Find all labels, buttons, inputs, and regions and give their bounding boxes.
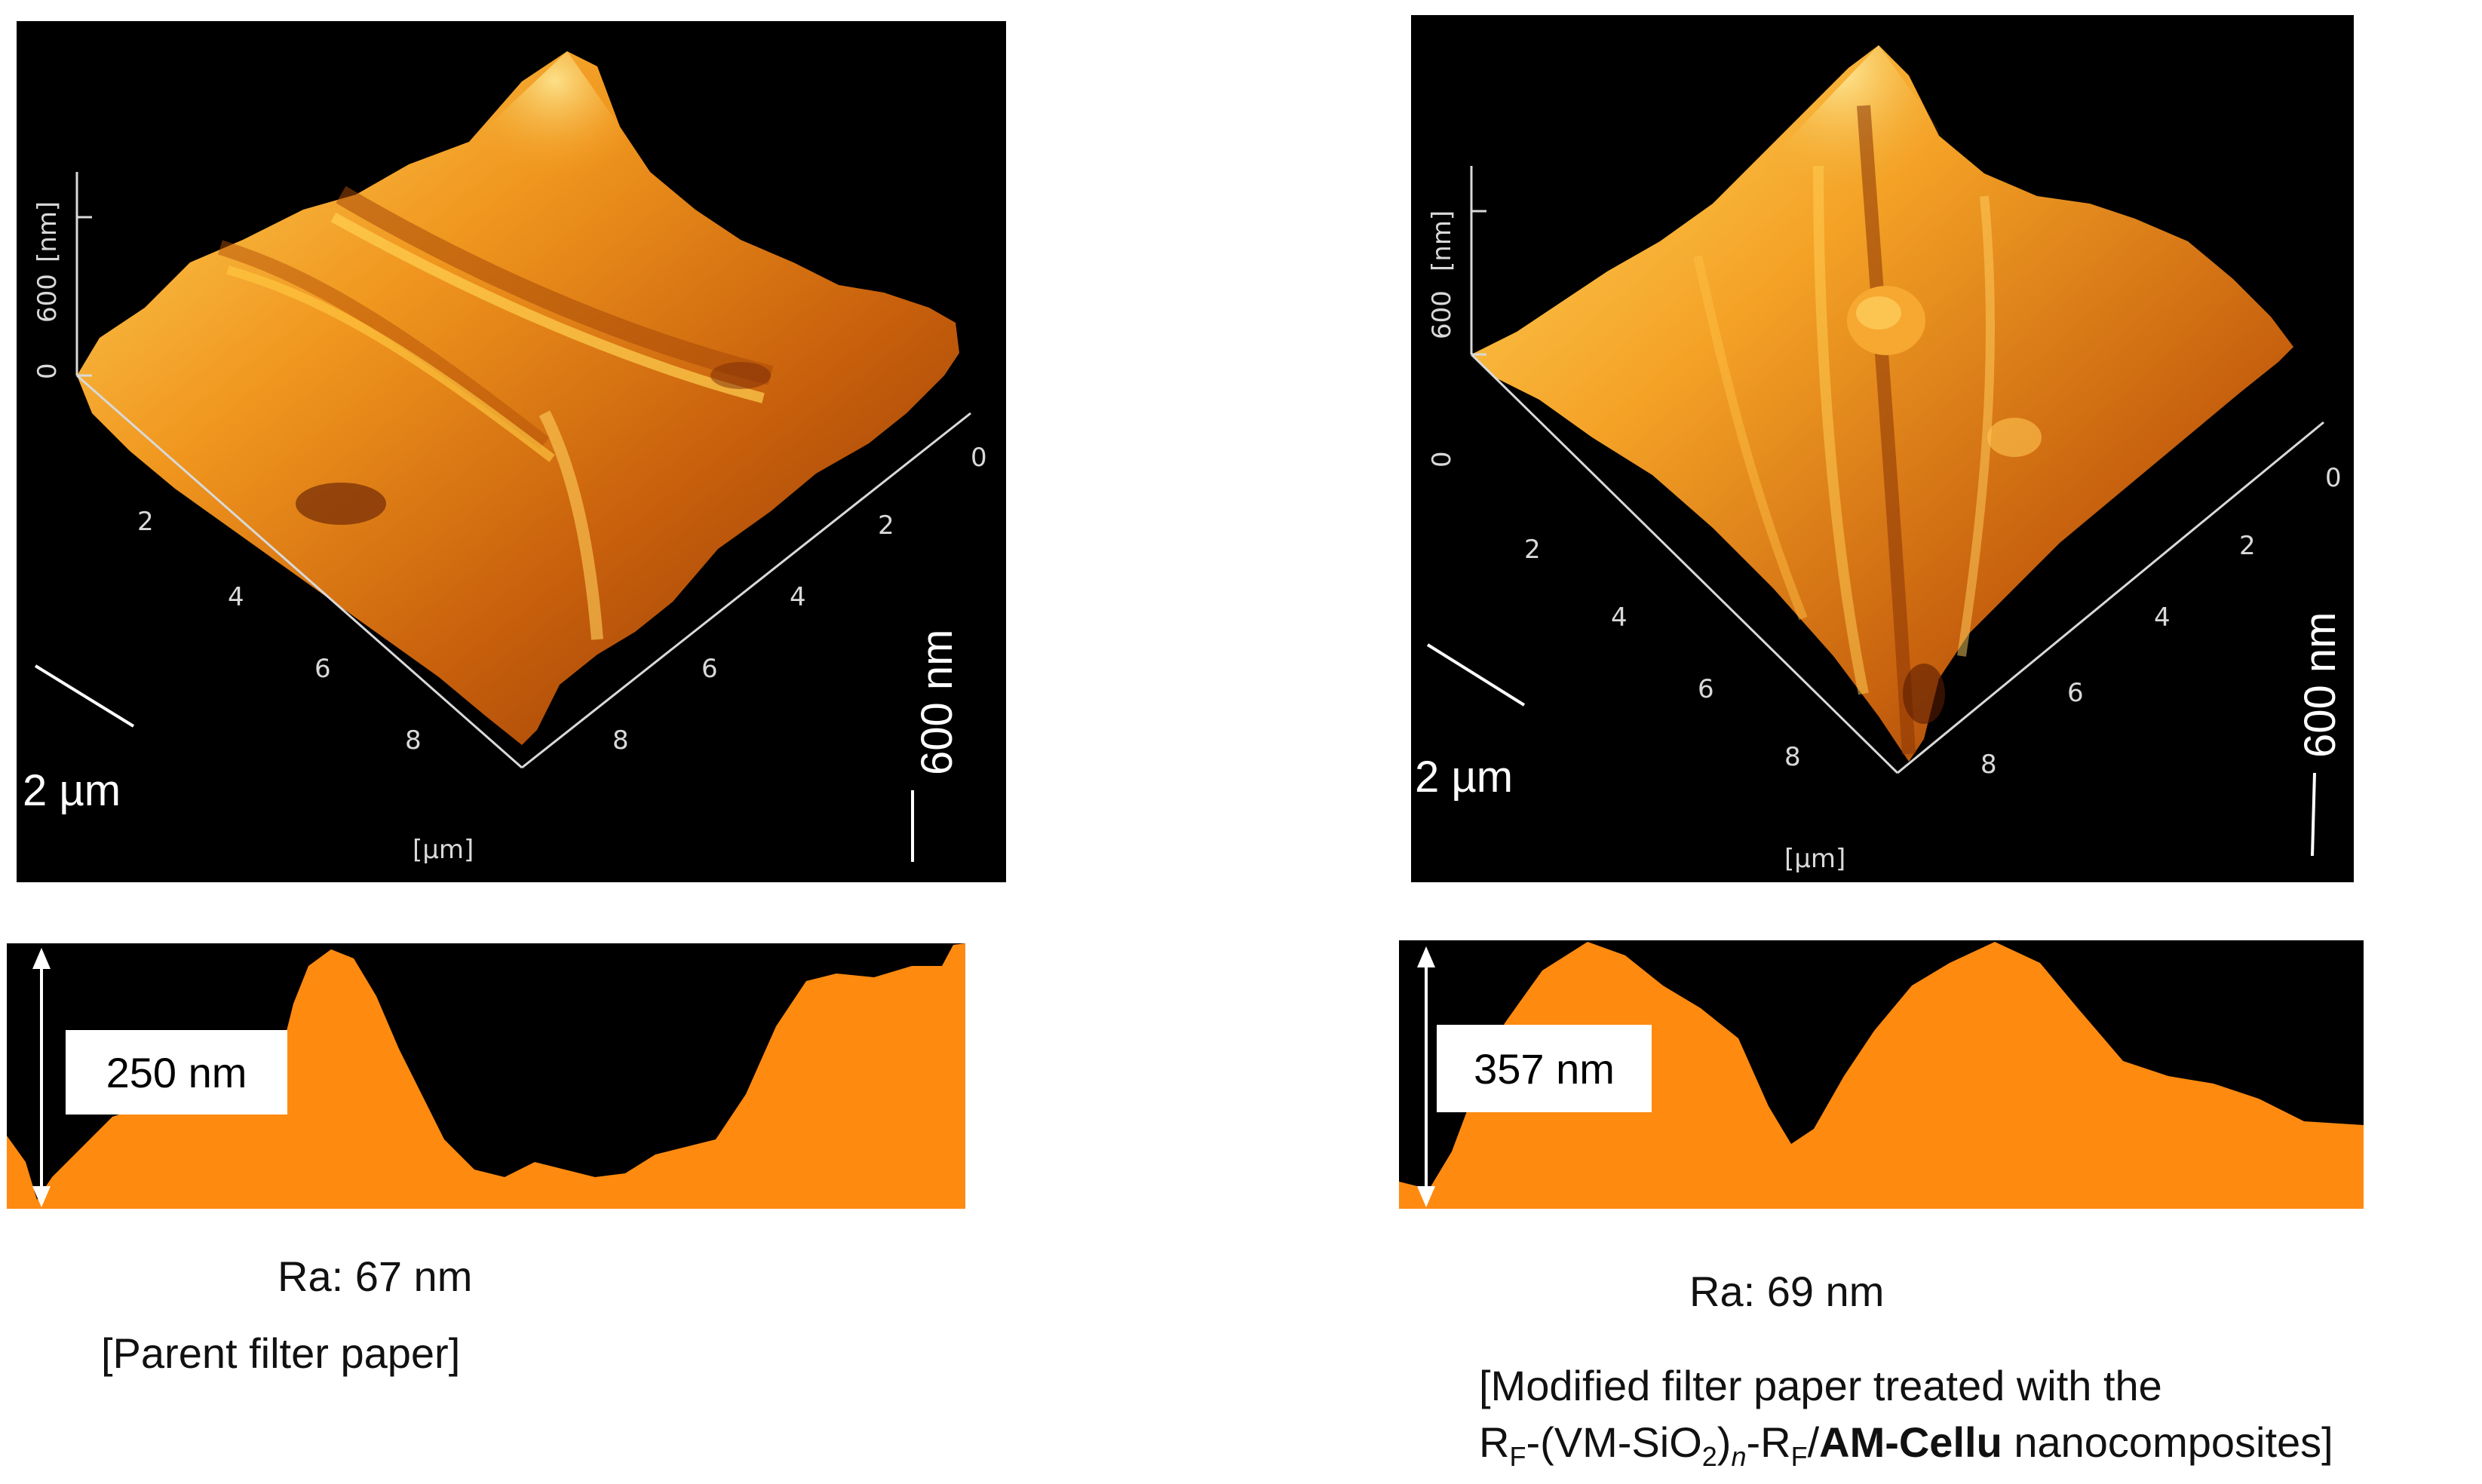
y-tick-4-left: 4: [790, 582, 806, 612]
z-scale-text-right: 600 nm: [2296, 612, 2345, 758]
xy-unit-left: [µm]: [413, 835, 474, 865]
height-label-right: 357 nm: [1437, 1025, 1652, 1112]
x-tick-2-left: 2: [137, 507, 154, 537]
x-tick-8-right: 8: [1784, 742, 1801, 772]
y-tick-0-left: 0: [971, 443, 987, 473]
z-tick-0-left: 0: [32, 363, 63, 379]
x-tick-6-right: 6: [1698, 674, 1714, 704]
xy-scale-text-right: 2 µm: [1415, 753, 1513, 802]
y-tick-2-right: 2: [2239, 531, 2256, 561]
y-tick-4-right: 4: [2154, 602, 2171, 633]
height-profile-left: 250 nm: [7, 943, 965, 1209]
xy-scale-bar-left: [34, 664, 135, 728]
xy-unit-right: [µm]: [1784, 844, 1845, 874]
z-tick-600-left: 600: [32, 274, 63, 323]
y-tick-8-right: 8: [1980, 750, 1997, 780]
z-unit-right: [nm]: [1427, 210, 1457, 271]
x-tick-6-left: 6: [314, 654, 331, 684]
x-tick-8-left: 8: [405, 725, 422, 756]
z-scale-bar-right: [2311, 772, 2316, 857]
height-profile-right: 357 nm: [1399, 940, 2364, 1209]
profile-fill-left: [7, 943, 965, 1209]
ra-label-right: Ra: 69 nm: [1689, 1268, 1885, 1315]
xy-scale-bar-right: [1426, 643, 1526, 707]
caption-left: [Parent filter paper]: [101, 1329, 461, 1377]
ra-label-left: Ra: 67 nm: [278, 1253, 473, 1300]
afm-3d-image-left: 0 600 [nm] 2 4 6 8 0 2 4 6 8 [µm] 2 µm 6…: [17, 21, 1006, 882]
afm-3d-image-right: 0 600 [nm] 2 4 6 8 0 2 4 6 8 [µm] 2 µm 6…: [1411, 15, 2354, 882]
height-label-left: 250 nm: [66, 1030, 287, 1115]
caption-right-line2: RF-(VM-SiO2)n-RF/AM-Cellu nanocomposites…: [1479, 1418, 2333, 1473]
y-tick-0-right: 0: [2325, 463, 2342, 493]
afm-surface-left: [77, 51, 959, 745]
y-tick-6-left: 6: [701, 654, 718, 684]
z-tick-600-right: 600: [1427, 290, 1457, 339]
x-tick-2-right: 2: [1524, 535, 1541, 565]
z-tick-0-right: 0: [1427, 451, 1457, 468]
y-tick-6-right: 6: [2067, 678, 2084, 708]
z-scale-text-left: 600 nm: [913, 630, 962, 775]
caption-right-line1: [Modified filter paper treated with the: [1479, 1362, 2162, 1409]
z-unit-left: [nm]: [32, 201, 63, 262]
y-tick-8-left: 8: [612, 725, 629, 756]
profile-fill-right: [1399, 942, 2364, 1209]
x-tick-4-right: 4: [1611, 602, 1628, 633]
y-tick-2-left: 2: [878, 511, 894, 541]
xy-scale-text-left: 2 µm: [23, 766, 121, 815]
x-tick-4-left: 4: [228, 582, 244, 612]
